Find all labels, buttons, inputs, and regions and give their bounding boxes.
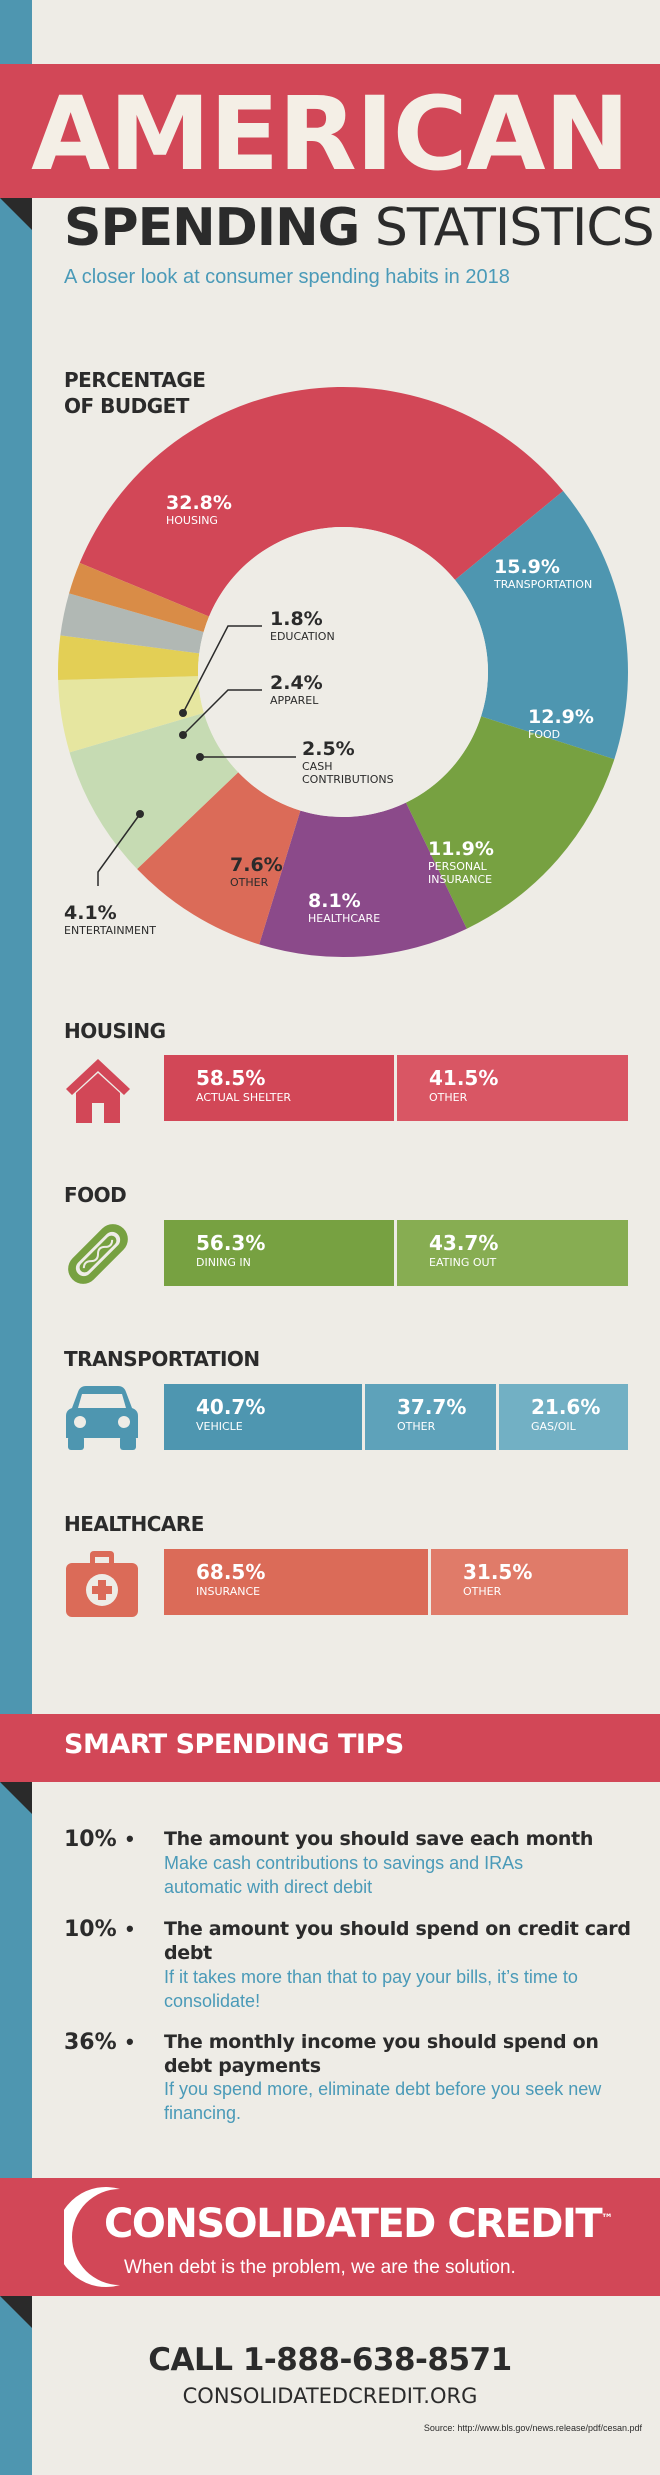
donut-slice-housing xyxy=(79,387,564,617)
tips-ribbon xyxy=(0,1714,660,1782)
dot-education xyxy=(179,709,187,717)
tip-2-bullet: • xyxy=(126,1916,134,1941)
leader-apparel xyxy=(182,689,262,736)
hotdog-icon xyxy=(68,1224,128,1284)
tip-1-heading: The amount you should save each month xyxy=(164,1828,594,1850)
label-housing: 32.8% HOUSING xyxy=(166,492,232,527)
healthcare-bar: 68.5% INSURANCE 31.5% OTHER xyxy=(164,1549,628,1615)
house-icon xyxy=(66,1059,130,1123)
page-title: AMERICAN xyxy=(31,75,630,194)
source-citation: Source: http://www.bls.gov/news.release/… xyxy=(423,2423,642,2433)
tip-3-body: If you spend more, eliminate debt before… xyxy=(164,2079,602,2123)
donut-slice-apparel xyxy=(60,593,204,654)
housing-bar: 58.5% ACTUAL SHELTER 41.5% OTHER xyxy=(164,1055,628,1121)
page-subtitle: SPENDING STATISTICS xyxy=(64,198,655,258)
label-education: 1.8% EDUCATION xyxy=(270,608,335,643)
tip-3-percent: 36% xyxy=(64,2030,117,2055)
transportation-bar: 40.7% VEHICLE 37.7% OTHER 21.6% GAS/OIL xyxy=(164,1384,628,1450)
tip-2-body: If it takes more than that to pay your b… xyxy=(164,1967,578,2011)
housing-title: HOUSING xyxy=(64,1019,166,1043)
housing-other: 41.5% OTHER xyxy=(394,1055,628,1121)
label-transportation: 15.9% TRANSPORTATION xyxy=(494,556,593,591)
transportation-gas-oil: 21.6% GAS/OIL xyxy=(496,1384,628,1450)
tip-2-percent: 10% xyxy=(64,1917,117,1942)
phone-number[interactable]: CALL 1-888-638-8571 xyxy=(148,2342,512,2378)
food-title: FOOD xyxy=(64,1183,127,1207)
brand-ribbon xyxy=(0,2178,660,2296)
label-cash-contributions: 2.5% CASH CONTRIBUTIONS xyxy=(302,738,394,786)
dot-entertainment xyxy=(136,810,144,818)
food-dining-in: 56.3% DINING IN xyxy=(164,1220,394,1286)
crescent-logo-icon xyxy=(64,2187,120,2287)
tip-3-bullet: • xyxy=(126,2029,134,2054)
budget-title: PERCENTAGE OF BUDGET xyxy=(64,367,206,419)
label-personal-insurance: 11.9% PERSONAL INSURANCE xyxy=(428,838,494,886)
tagline: A closer look at consumer spending habit… xyxy=(64,266,510,288)
subtitle-rest: STATISTICS xyxy=(374,198,655,258)
trademark: ™ xyxy=(601,2211,613,2226)
budget-donut-chart xyxy=(57,387,628,957)
car-icon xyxy=(66,1386,138,1450)
donut-slice-food xyxy=(405,716,615,929)
healthcare-title: HEALTHCARE xyxy=(64,1512,204,1536)
leader-lines xyxy=(97,625,296,886)
dot-cash xyxy=(196,753,204,761)
donut-slice-healthcare xyxy=(137,772,301,945)
budget-title-line1: PERCENTAGE xyxy=(64,368,206,392)
transportation-title: TRANSPORTATION xyxy=(64,1347,260,1371)
tip-3-heading: The monthly income you should spend on d… xyxy=(164,2031,599,2077)
transportation-other: 37.7% OTHER xyxy=(362,1384,496,1450)
label-apparel: 2.4% APPAREL xyxy=(270,672,323,707)
donut-slice-entertainment xyxy=(58,676,204,753)
label-food: 12.9% FOOD xyxy=(528,706,594,741)
transportation-vehicle: 40.7% VEHICLE xyxy=(164,1384,362,1450)
budget-title-line2: OF BUDGET xyxy=(64,394,189,418)
donut-slice-education xyxy=(69,562,210,632)
dot-apparel xyxy=(179,731,187,739)
label-other: 7.6% OTHER xyxy=(230,854,283,889)
donut-slice-transportation xyxy=(455,491,628,760)
label-healthcare: 8.1% HEALTHCARE xyxy=(308,890,381,925)
tip-1-body: Make cash contributions to savings and I… xyxy=(164,1853,524,1897)
healthcare-insurance: 68.5% INSURANCE xyxy=(164,1549,428,1615)
food-bar: 56.3% DINING IN 43.7% EATING OUT xyxy=(164,1220,628,1286)
brand-tagline: When debt is the problem, we are the sol… xyxy=(124,2257,516,2278)
first-aid-kit-icon xyxy=(66,1551,138,1617)
brand-ribbon-fold xyxy=(0,2296,32,2328)
donut-slice-cash xyxy=(57,635,200,681)
food-eating-out: 43.7% EATING OUT xyxy=(394,1220,628,1286)
healthcare-other: 31.5% OTHER xyxy=(428,1549,628,1615)
donut-slice-other xyxy=(69,712,239,870)
title-ribbon xyxy=(0,64,660,198)
tip-2-heading: The amount you should spend on credit ca… xyxy=(164,1918,631,1964)
brand-logo: CONSOLIDATED CREDIT™ When debt is the pr… xyxy=(64,2181,624,2291)
donut-slice-personal xyxy=(259,802,467,957)
label-entertainment: 4.1% ENTERTAINMENT xyxy=(64,902,156,937)
donut-slices xyxy=(57,387,628,957)
leader-education xyxy=(182,625,262,714)
tips-ribbon-fold xyxy=(0,1782,32,1814)
tips-title: SMART SPENDING TIPS xyxy=(64,1729,404,1760)
tip-1-percent: 10% xyxy=(64,1827,117,1852)
leader-dots xyxy=(136,709,204,818)
brand-name: CONSOLIDATED CREDIT™ xyxy=(104,2201,613,2247)
website-link[interactable]: CONSOLIDATEDCREDIT.ORG xyxy=(182,2384,478,2408)
leader-entertainment xyxy=(97,813,141,886)
tip-1-bullet: • xyxy=(126,1826,134,1851)
donut-hole xyxy=(198,527,488,817)
housing-actual-shelter: 58.5% ACTUAL SHELTER xyxy=(164,1055,394,1121)
subtitle-bold: SPENDING xyxy=(64,198,360,258)
